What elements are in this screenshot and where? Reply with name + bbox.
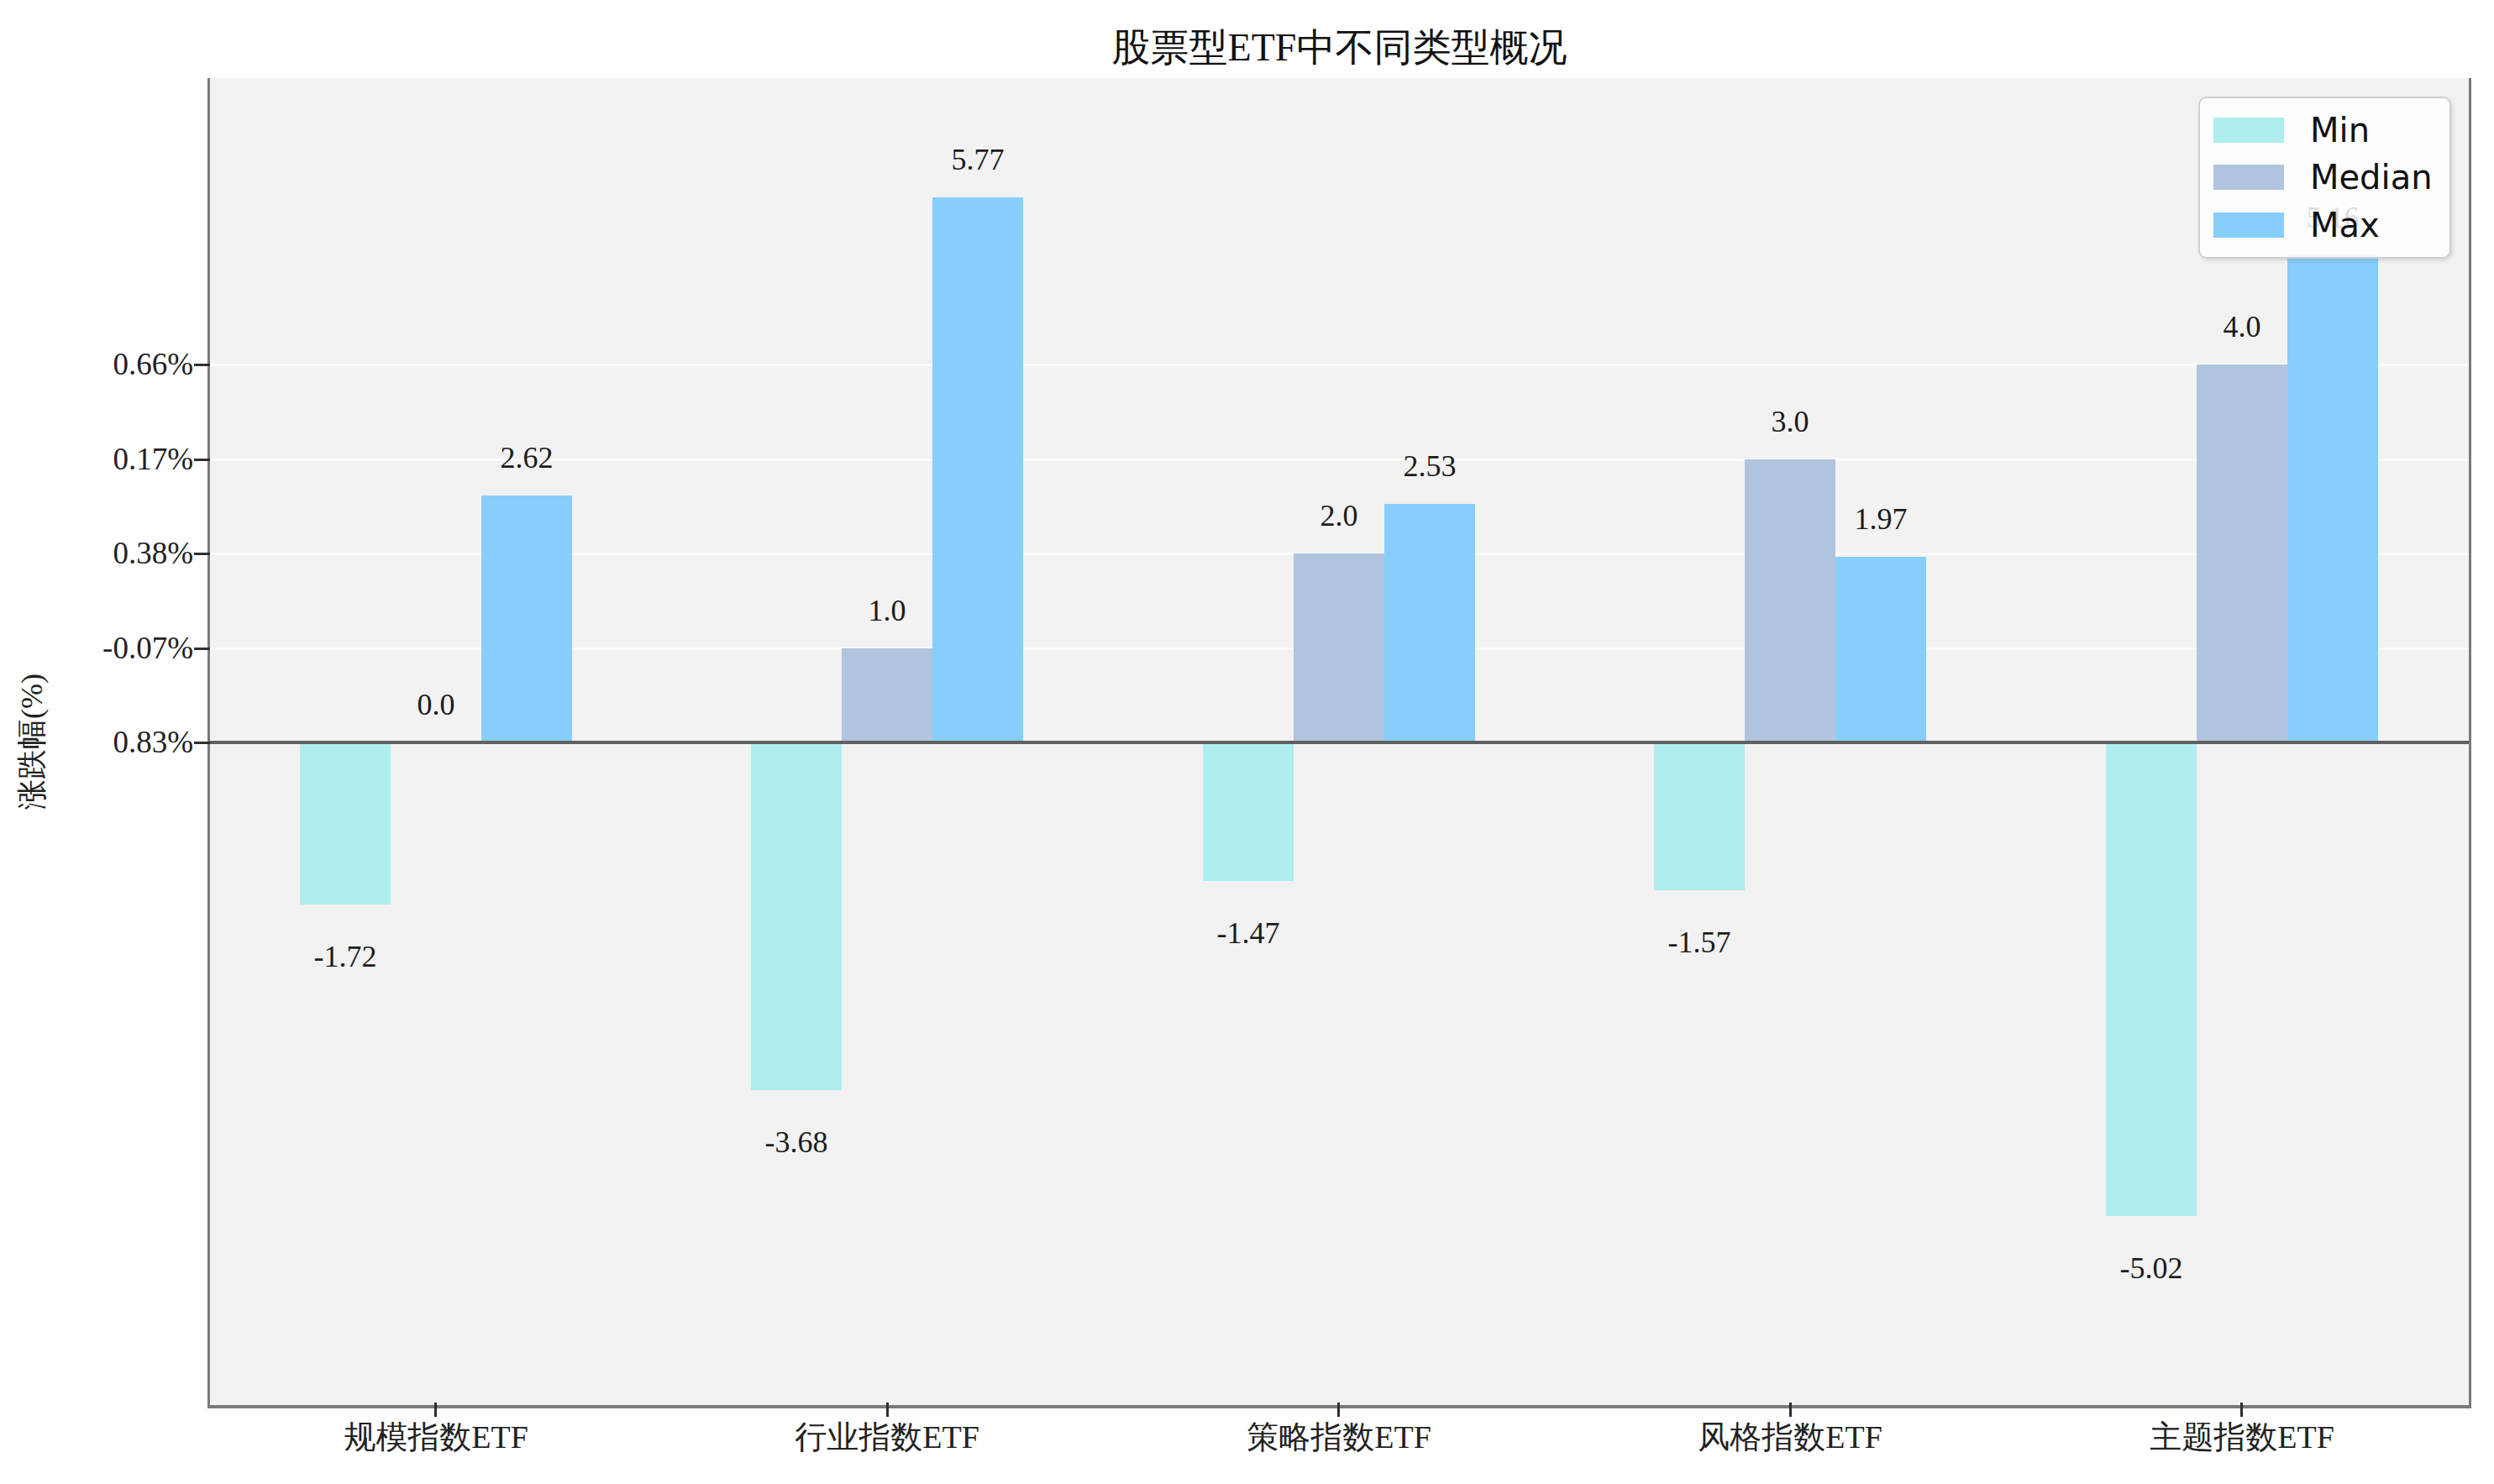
bar-value-label: -5.02 xyxy=(2067,1248,2235,1288)
bar-median-3 xyxy=(1294,553,1384,742)
x-tick-mark xyxy=(1789,1403,1792,1417)
x-tick-label: 行业指数ETF xyxy=(719,1416,1055,1460)
bar-median-2 xyxy=(842,648,932,742)
y-tick-label: 0.38% xyxy=(17,533,193,574)
bar-min-1 xyxy=(300,742,391,905)
x-tick-mark xyxy=(886,1403,889,1417)
y-tick-label: 0.83% xyxy=(17,722,193,763)
legend: Min Median Max xyxy=(2198,97,2451,259)
x-tick-mark xyxy=(434,1403,437,1417)
legend-label: Max xyxy=(2310,206,2380,244)
y-tick-mark xyxy=(194,553,210,555)
y-tick-label: 0.17% xyxy=(17,439,193,480)
bar-min-4 xyxy=(1654,742,1745,890)
y-tick-label: 0.66% xyxy=(17,344,193,385)
legend-swatch-median-icon xyxy=(2213,165,2284,190)
bar-max-2 xyxy=(932,197,1023,742)
bar-value-label: -3.68 xyxy=(712,1122,880,1162)
figure: 股票型ETF中不同类型概况 涨跌幅(%) 0.66%0.17%0.38%-0.0… xyxy=(0,0,2494,1484)
bar-value-label: 1.97 xyxy=(1797,499,1965,539)
bar-value-label: 0.0 xyxy=(352,684,520,725)
bar-value-label: 2.0 xyxy=(1255,496,1423,536)
right-spine xyxy=(2469,78,2471,1405)
bar-max-4 xyxy=(1835,557,1926,742)
y-tick-label: -0.07% xyxy=(17,628,193,669)
x-tick-mark xyxy=(1337,1403,1340,1417)
legend-entry-median: Median xyxy=(2213,158,2449,197)
bar-median-5 xyxy=(2197,364,2287,742)
y-gridline xyxy=(210,364,2469,366)
bar-value-label: 1.0 xyxy=(803,590,971,631)
bar-value-label: 5.77 xyxy=(894,139,1062,180)
legend-label: Min xyxy=(2310,111,2370,149)
bar-max-3 xyxy=(1384,504,1475,742)
legend-entry-max: Max xyxy=(2213,206,2449,244)
y-tick-mark xyxy=(194,459,210,461)
zero-line xyxy=(210,741,2471,744)
bar-value-label: 2.53 xyxy=(1346,446,1514,486)
x-tick-label: 风格指数ETF xyxy=(1622,1416,1958,1460)
bar-min-5 xyxy=(2106,742,2197,1216)
x-tick-label: 主题指数ETF xyxy=(2074,1416,2410,1460)
bar-value-label: 2.62 xyxy=(443,438,611,478)
legend-swatch-max-icon xyxy=(2213,212,2284,238)
x-tick-mark xyxy=(2240,1403,2243,1417)
bar-min-2 xyxy=(751,742,842,1090)
bar-value-label: 4.0 xyxy=(2158,307,2326,347)
legend-entry-min: Min xyxy=(2213,111,2449,149)
y-tick-mark xyxy=(194,742,210,744)
x-tick-label: 策略指数ETF xyxy=(1171,1416,1507,1460)
chart-title: 股票型ETF中不同类型概况 xyxy=(210,22,2469,74)
bar-value-label: 3.0 xyxy=(1706,401,1874,442)
y-tick-mark xyxy=(194,364,210,366)
bar-value-label: -1.47 xyxy=(1164,913,1332,953)
bar-value-label: -1.57 xyxy=(1615,922,1783,962)
bar-min-3 xyxy=(1203,742,1294,881)
y-tick-mark xyxy=(194,648,210,650)
x-tick-label: 规模指数ETF xyxy=(268,1416,604,1460)
legend-label: Median xyxy=(2310,158,2433,197)
bar-value-label: -1.72 xyxy=(261,936,429,977)
legend-swatch-min-icon xyxy=(2213,118,2284,143)
